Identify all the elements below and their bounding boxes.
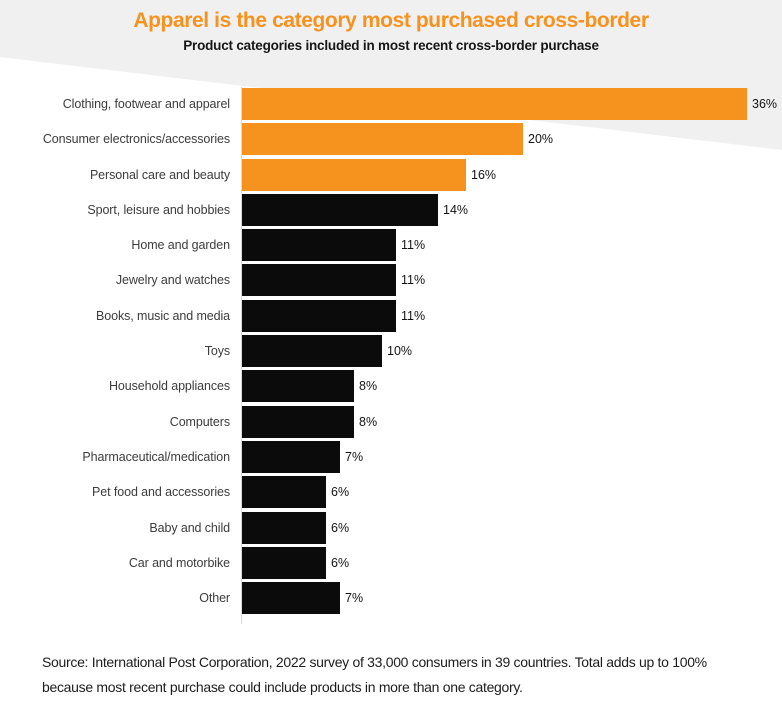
bar <box>242 440 340 473</box>
value-label: 11% <box>401 273 426 288</box>
value-label: 6% <box>331 485 350 500</box>
category-label: Pharmaceutical/medication <box>82 449 230 464</box>
y-axis-line <box>241 87 242 624</box>
bar <box>242 546 326 579</box>
bar <box>242 123 523 156</box>
bar <box>242 582 340 615</box>
source-line-2: because most recent purchase could inclu… <box>42 679 523 695</box>
bar <box>242 88 747 120</box>
bar <box>242 511 326 544</box>
chart-row: Pet food and accessories 6% <box>0 476 782 511</box>
value-label: 6% <box>331 520 350 535</box>
category-label: Computers <box>169 414 230 429</box>
category-label: Pet food and accessories <box>92 485 230 500</box>
bar <box>242 264 396 297</box>
bar <box>242 476 326 509</box>
bar <box>242 299 396 332</box>
chart-row: Consumer electronics/accessories 20% <box>0 123 782 158</box>
category-label: Other <box>199 591 230 606</box>
bar <box>242 158 466 191</box>
bar <box>242 370 354 403</box>
value-label: 14% <box>443 202 469 217</box>
value-label: 16% <box>471 167 497 182</box>
category-label: Toys <box>204 344 230 359</box>
category-label: Household appliances <box>108 379 230 394</box>
category-label: Personal care and beauty <box>89 167 230 182</box>
chart-row: Clothing, footwear and apparel 36% <box>0 88 782 123</box>
category-label: Consumer electronics/accessories <box>42 132 230 147</box>
chart-row: Pharmaceutical/medication 7% <box>0 440 782 476</box>
chart-row: Sport, leisure and hobbies 14% <box>0 193 782 229</box>
bar <box>242 229 396 262</box>
value-label: 36% <box>752 97 778 111</box>
bar <box>242 335 382 368</box>
value-label: 11% <box>401 308 426 323</box>
category-label: Baby and child <box>149 520 230 535</box>
bar <box>242 405 354 438</box>
chart-row: Home and garden 11% <box>0 229 782 264</box>
category-label: Sport, leisure and hobbies <box>87 202 230 217</box>
chart-row: Jewelry and watches 11% <box>0 264 782 299</box>
source-line-1: Source: International Post Corporation, … <box>42 654 707 670</box>
chart-row: Books, music and media 11% <box>0 299 782 335</box>
chart-rows: Clothing, footwear and apparel 36% Consume… <box>0 88 782 617</box>
category-label: Car and motorbike <box>128 555 230 570</box>
chart-row: Household appliances 8% <box>0 370 782 405</box>
category-label: Clothing, footwear and apparel <box>62 97 230 111</box>
source-note: Source: International Post Corporation, … <box>42 650 774 700</box>
category-label: Jewelry and watches <box>115 273 230 288</box>
chart-row: Personal care and beauty 16% <box>0 158 782 194</box>
value-label: 11% <box>401 238 426 253</box>
value-label: 10% <box>387 344 413 359</box>
value-label: 8% <box>359 379 378 394</box>
value-label: 6% <box>331 555 350 570</box>
chart-row: Computers 8% <box>0 405 782 441</box>
value-label: 7% <box>345 449 364 464</box>
value-label: 8% <box>359 414 378 429</box>
category-label: Home and garden <box>131 238 230 253</box>
chart-row: Other 7% <box>0 582 782 617</box>
value-label: 7% <box>345 591 364 606</box>
value-label: 20% <box>528 132 554 147</box>
chart-row: Baby and child 6% <box>0 511 782 547</box>
chart-subtitle: Product categories included in most rece… <box>183 38 599 53</box>
bar-chart: Clothing, footwear and apparel 36% Consume… <box>0 87 782 628</box>
bar <box>242 193 438 226</box>
chart-title: Apparel is the category most purchased c… <box>133 9 649 32</box>
chart-row: Car and motorbike 6% <box>0 546 782 582</box>
chart-row: Toys 10% <box>0 335 782 370</box>
category-label: Books, music and media <box>96 308 230 323</box>
